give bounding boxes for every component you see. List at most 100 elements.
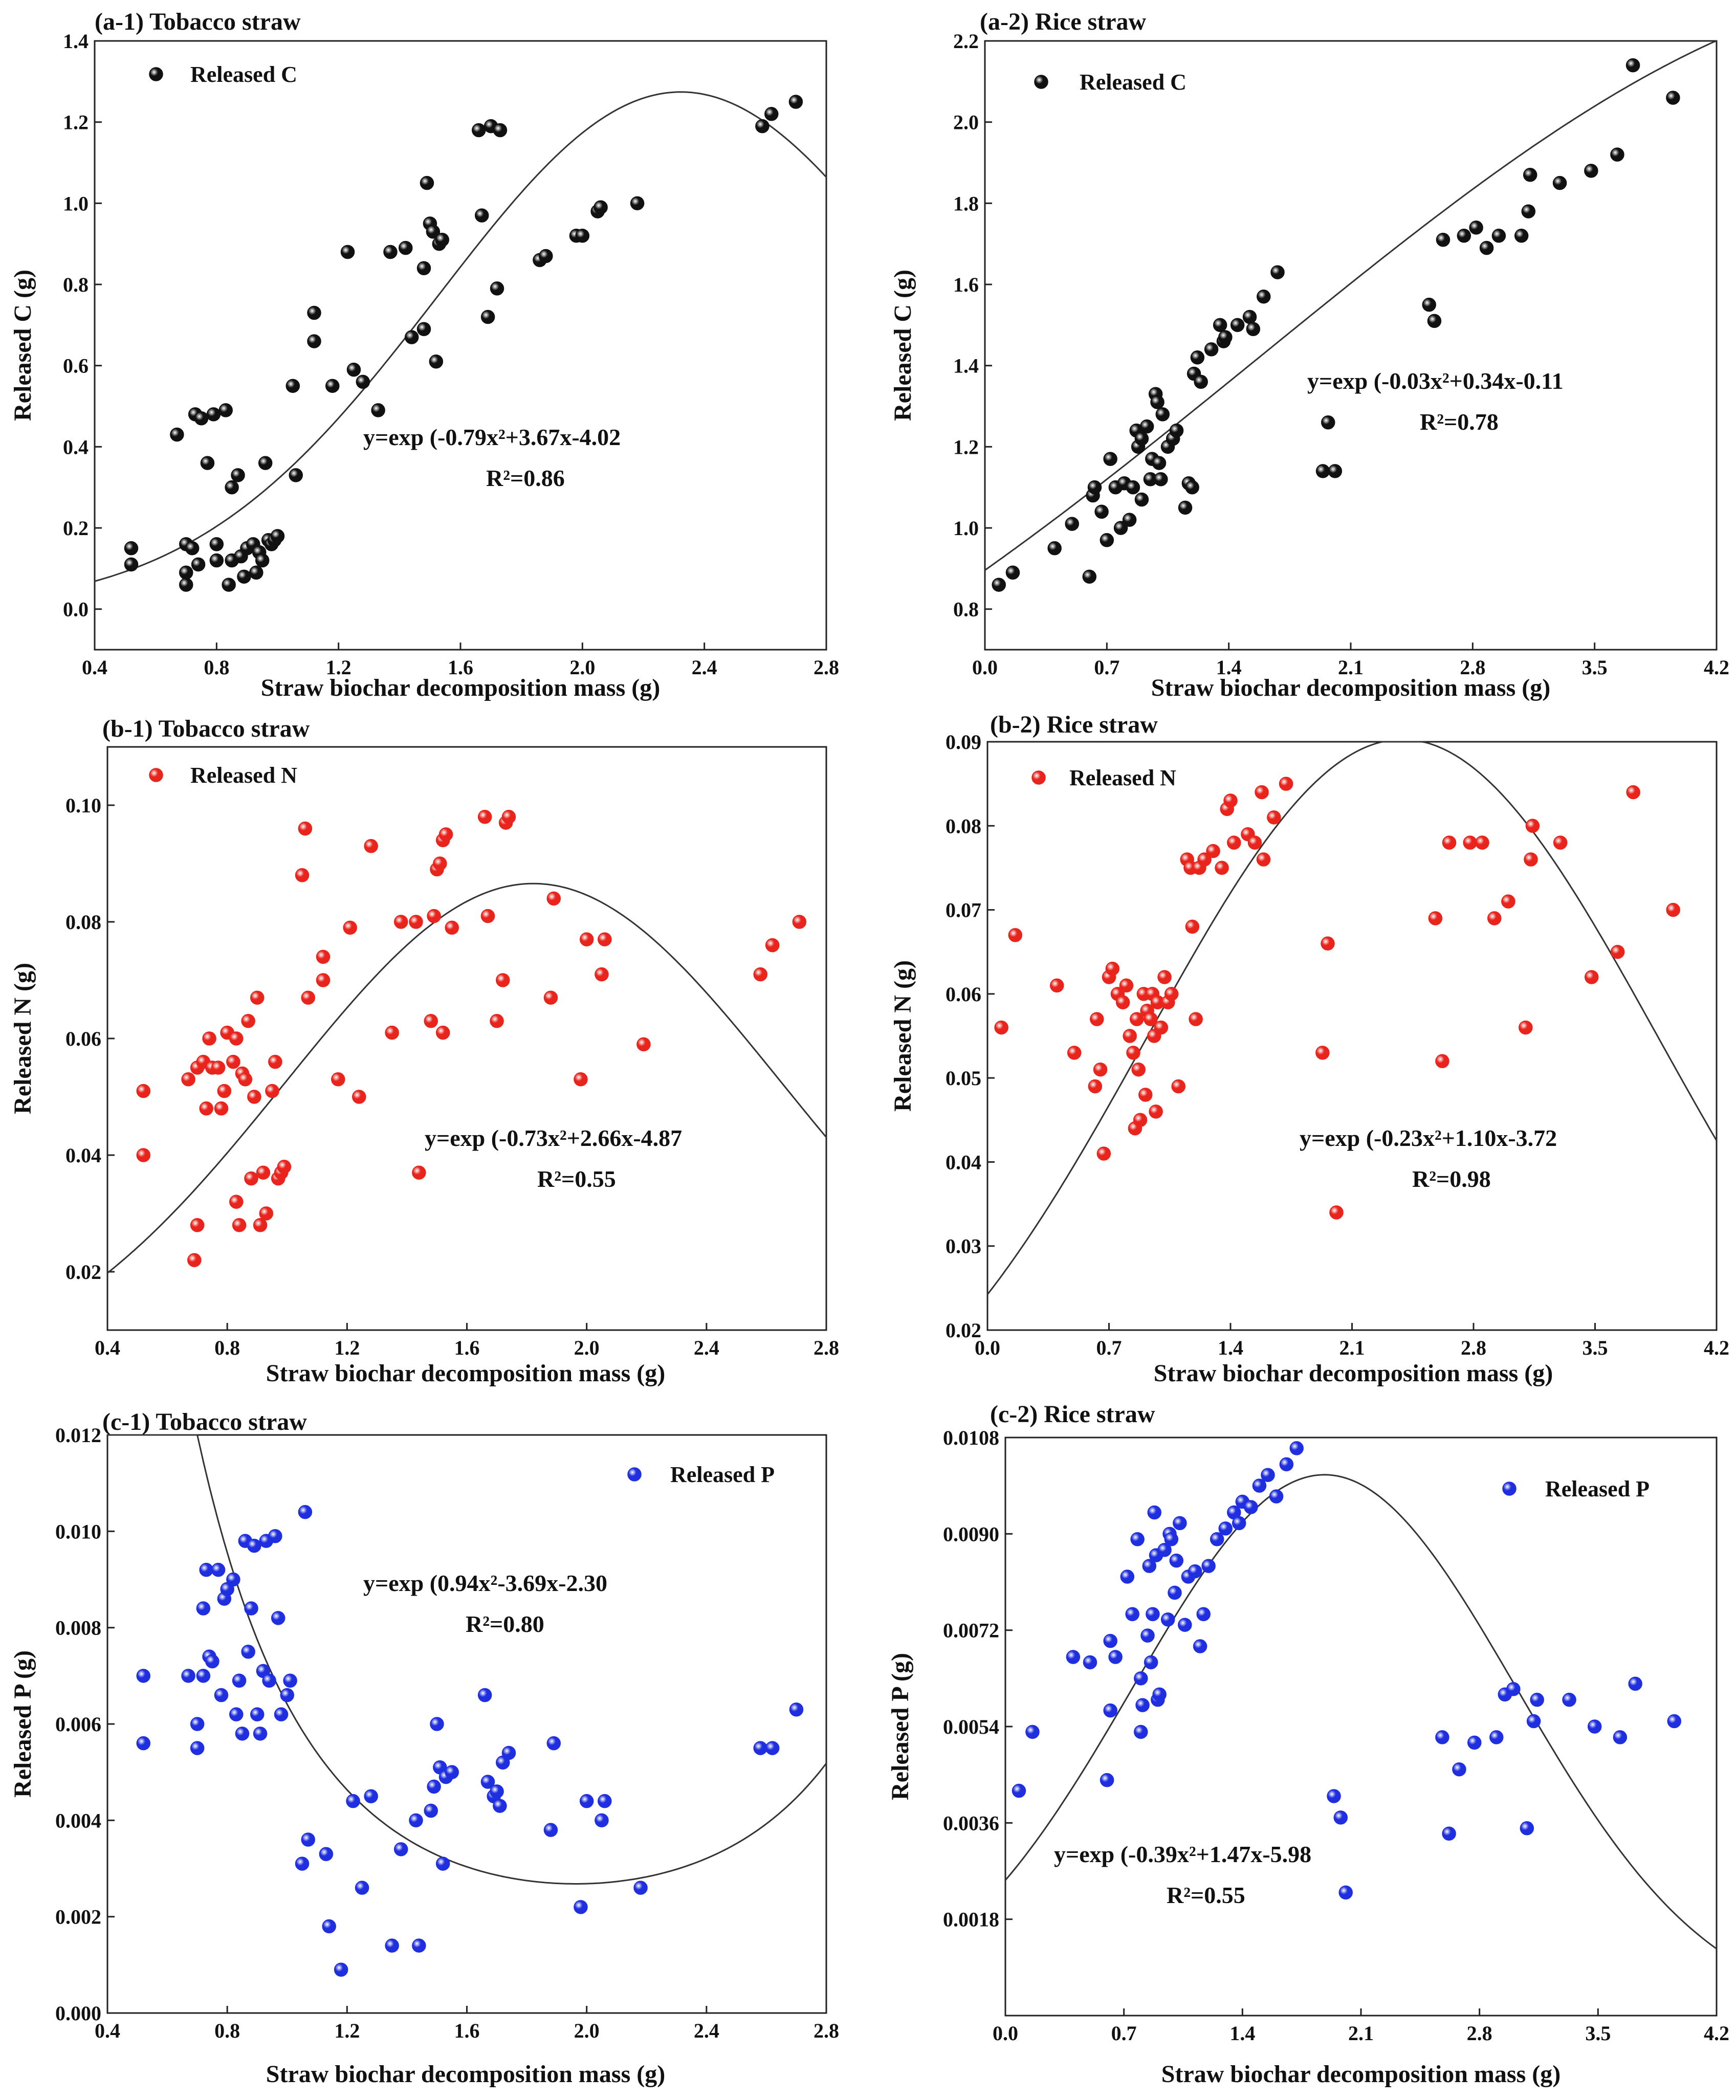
data-point	[1204, 342, 1219, 357]
data-point	[1088, 1079, 1103, 1094]
panel-title-b1: (b-1) Tobacco straw	[102, 715, 310, 742]
data-point	[490, 281, 504, 296]
ticks-a1: 0.4 0.8 1.2 1.6 2.0 2.4 2.8 0.0 0.2 0.4 0.6 0.8 1.0 1…	[63, 30, 839, 679]
data-point	[1255, 785, 1269, 800]
data-point	[1131, 1062, 1146, 1077]
data-point	[1152, 1687, 1167, 1701]
data-point	[1422, 297, 1436, 312]
y-tick-label: 0.002	[55, 1906, 101, 1929]
data-point	[1012, 1783, 1026, 1798]
y-tick-label: 0.2	[63, 517, 89, 540]
data-point	[385, 1025, 399, 1040]
y-tick-label: 0.05	[946, 1067, 981, 1090]
data-point	[438, 827, 453, 842]
data-point	[356, 374, 370, 389]
data-point	[493, 123, 508, 138]
x-tick-label: 0.4	[82, 656, 107, 679]
data-point	[1093, 1062, 1108, 1077]
data-point	[1103, 1633, 1117, 1648]
data-point	[575, 229, 590, 243]
data-point	[259, 1206, 274, 1221]
x-tick-label: 1.4	[1218, 1336, 1243, 1359]
data-point	[1125, 1607, 1139, 1622]
data-point	[1108, 1650, 1123, 1664]
data-point	[1005, 565, 1020, 580]
data-point	[1119, 978, 1134, 993]
data-point	[1256, 852, 1271, 867]
data-point	[1160, 1612, 1175, 1627]
data-point	[1157, 1542, 1172, 1557]
ylabel-b2: Released N (g)	[889, 960, 916, 1112]
data-point	[1289, 1441, 1304, 1455]
data-point	[393, 1842, 408, 1856]
x-tick-label: 0.8	[204, 656, 229, 679]
data-point	[124, 557, 139, 572]
data-point	[1232, 1516, 1246, 1531]
data-point	[412, 1165, 426, 1180]
plot-frame-c1	[106, 1434, 827, 2014]
data-point	[1168, 1585, 1182, 1600]
data-point	[1155, 407, 1170, 422]
data-point	[1463, 835, 1477, 850]
data-point	[480, 1775, 495, 1789]
data-point	[1146, 1607, 1160, 1622]
data-point	[229, 1707, 244, 1721]
y-tick-label: 0.08	[946, 814, 981, 837]
ylabel-a2: Released C (g)	[889, 270, 916, 421]
equation-b1: y=exp (-0.73x²+2.66x-4.87	[425, 1125, 682, 1151]
data-point	[630, 196, 645, 211]
data-point	[136, 1669, 150, 1683]
y-tick-label: 0.06	[946, 983, 981, 1006]
data-point	[1171, 1079, 1185, 1094]
data-point	[218, 403, 233, 417]
data-point	[1267, 810, 1281, 825]
x-tick-label: 2.8	[1467, 2022, 1492, 2045]
data-point	[1520, 1821, 1534, 1836]
data-point	[383, 245, 398, 259]
data-point	[1257, 290, 1271, 304]
data-point	[271, 1611, 285, 1625]
data-point	[295, 1856, 310, 1871]
legend-marker-b1	[149, 768, 163, 782]
data-point	[765, 1741, 780, 1755]
data-point	[472, 123, 486, 138]
x-tick-label: 1.2	[326, 656, 351, 679]
data-point	[185, 541, 200, 556]
y-tick-label: 0.010	[55, 1520, 101, 1543]
data-point	[755, 119, 770, 134]
legend-label-a2: Released C	[1080, 70, 1186, 95]
x-tick-label: 4.2	[1704, 1336, 1729, 1359]
panel-title-c1: (c-1) Tobacco straw	[102, 1408, 307, 1435]
equation-c1: y=exp (0.94x²-3.69x-2.30	[363, 1570, 607, 1596]
x-tick-label: 1.4	[1216, 656, 1242, 679]
y-tick-label: 0.4	[63, 435, 89, 458]
points-b1	[136, 810, 807, 1267]
x-tick-label: 0.4	[95, 2019, 120, 2042]
data-point	[595, 967, 609, 982]
data-point	[1269, 1489, 1284, 1504]
data-point	[214, 1688, 229, 1703]
data-point	[416, 261, 431, 276]
data-point	[546, 891, 561, 906]
data-point	[1242, 310, 1257, 324]
data-point	[1142, 1559, 1157, 1573]
y-tick-label: 0.03	[946, 1235, 981, 1258]
data-point	[334, 1962, 348, 1977]
data-point	[253, 1727, 268, 1741]
data-point	[1333, 1810, 1348, 1825]
data-point	[241, 1014, 255, 1028]
data-point	[764, 107, 779, 121]
data-point	[1562, 1692, 1576, 1707]
x-tick-label: 1.4	[1229, 2022, 1255, 2045]
plot-frame-b2	[986, 741, 1718, 1331]
data-point	[199, 1101, 213, 1116]
y-tick-label: 0.0018	[943, 1908, 999, 1931]
data-point	[124, 541, 139, 556]
data-point	[1134, 1671, 1148, 1686]
equation-b2: y=exp (-0.23x²+1.10x-3.72	[1300, 1125, 1557, 1151]
data-point	[1197, 852, 1212, 867]
x-tick-label: 2.0	[569, 656, 595, 679]
x-tick-label: 3.5	[1583, 1336, 1608, 1359]
x-tick-label: 2.4	[692, 656, 717, 679]
data-point	[295, 868, 310, 882]
